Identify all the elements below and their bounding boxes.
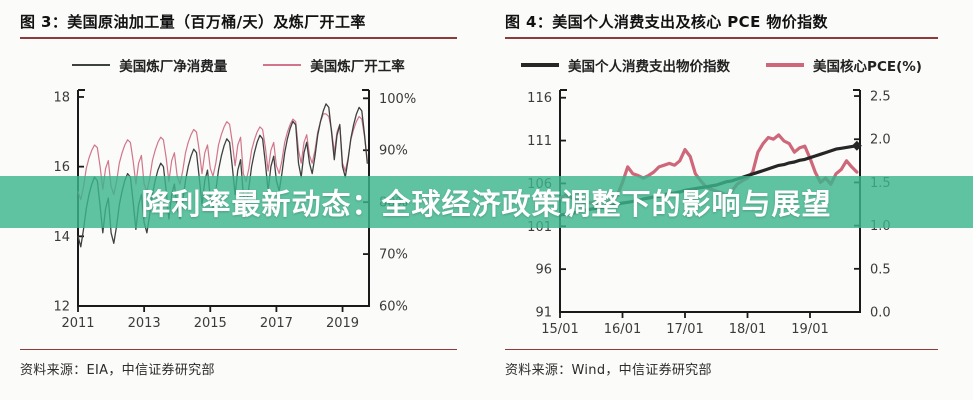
svg-text:12: 12	[53, 300, 70, 315]
svg-text:0.0: 0.0	[870, 306, 891, 321]
figures-row: 图 3：美国原油加工量（百万桶/天）及炼厂开工率 美国炼厂净消费量 美国炼厂开工…	[20, 0, 938, 378]
legend-label: 美国核心PCE(%)	[813, 59, 922, 75]
headline-text: 降利率最新动态：全球经济政策调整下的影响与展望	[141, 187, 832, 221]
svg-text:90%: 90%	[379, 144, 408, 159]
svg-text:60%: 60%	[379, 300, 408, 315]
title-underline	[20, 37, 457, 39]
svg-text:15/01: 15/01	[541, 322, 578, 337]
svg-text:14: 14	[53, 230, 70, 245]
chart-legend: 美国个人消费支出物价指数 美国核心PCE(%)	[505, 54, 938, 76]
svg-text:18: 18	[53, 90, 70, 105]
svg-text:91: 91	[535, 306, 552, 321]
svg-text:16: 16	[53, 160, 70, 175]
source-divider	[505, 349, 938, 350]
svg-text:2019: 2019	[326, 316, 359, 331]
legend-label: 美国个人消费支出物价指数	[568, 59, 731, 75]
figure-title: 图 4：美国个人消费支出及核心 PCE 物价指数	[505, 13, 828, 31]
legend-item: 美国炼厂开工率	[263, 55, 405, 75]
svg-text:18/01: 18/01	[729, 322, 766, 337]
figure-crude-processing: 图 3：美国原油加工量（百万桶/天）及炼厂开工率 美国炼厂净消费量 美国炼厂开工…	[20, 0, 457, 378]
svg-text:2017: 2017	[260, 316, 293, 331]
source-divider	[20, 349, 457, 350]
svg-text:16/01: 16/01	[604, 322, 641, 337]
svg-text:100%: 100%	[379, 92, 416, 107]
svg-text:2.0: 2.0	[870, 133, 891, 148]
legend-line-swatch	[263, 64, 302, 66]
legend-item: 美国个人消费支出物价指数	[521, 55, 730, 75]
svg-text:2011: 2011	[61, 316, 94, 331]
svg-text:111: 111	[527, 134, 552, 149]
svg-text:17/01: 17/01	[666, 322, 703, 337]
figure-title: 图 3：美国原油加工量（百万桶/天）及炼厂开工率	[20, 13, 366, 31]
legend-item: 美国核心PCE(%)	[766, 55, 922, 75]
source-note: 资料来源：Wind，中信证券研究部	[505, 363, 712, 378]
legend-label: 美国炼厂净消费量	[119, 59, 228, 75]
svg-text:2.5: 2.5	[870, 90, 891, 105]
svg-text:2013: 2013	[128, 316, 161, 331]
title-underline	[505, 37, 938, 39]
svg-text:0.5: 0.5	[870, 262, 891, 277]
source-note: 资料来源：EIA，中信证券研究部	[20, 363, 215, 378]
svg-text:70%: 70%	[379, 248, 408, 263]
legend-line-swatch	[521, 63, 560, 67]
svg-text:96: 96	[535, 263, 552, 278]
legend-label: 美国炼厂开工率	[310, 59, 405, 75]
chart-legend: 美国炼厂净消费量 美国炼厂开工率	[20, 54, 457, 76]
headline-banner: 降利率最新动态：全球经济政策调整下的影响与展望	[0, 176, 973, 228]
svg-text:19/01: 19/01	[791, 322, 828, 337]
legend-line-swatch	[72, 64, 111, 66]
legend-item: 美国炼厂净消费量	[72, 55, 227, 75]
legend-line-swatch	[766, 63, 805, 67]
svg-text:116: 116	[527, 91, 552, 106]
figure-pce: 图 4：美国个人消费支出及核心 PCE 物价指数 美国个人消费支出物价指数 美国…	[505, 0, 938, 378]
svg-text:2015: 2015	[194, 316, 227, 331]
